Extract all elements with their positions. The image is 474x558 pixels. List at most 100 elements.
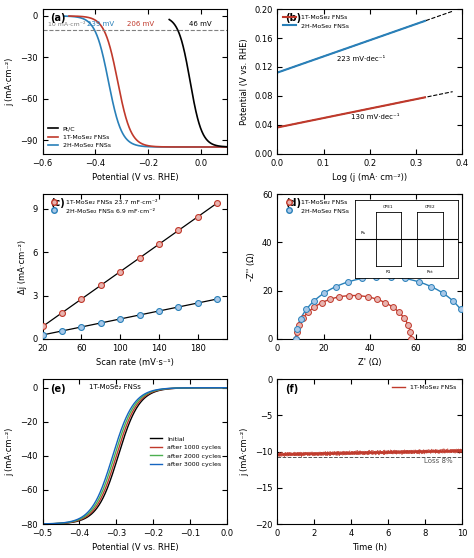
Initial <box>114 456 120 463</box>
Point <box>389 302 396 311</box>
Point <box>457 305 465 314</box>
Point <box>355 291 362 300</box>
after 1000 cycles <box>166 385 172 392</box>
Initial <box>183 384 189 391</box>
Legend: 1T-MoSe₂ FNSs: 1T-MoSe₂ FNSs <box>390 382 459 393</box>
Text: 206 mV: 206 mV <box>127 21 154 27</box>
after 3000 cycles <box>224 384 230 391</box>
Y-axis label: Potential (V vs. RHE): Potential (V vs. RHE) <box>239 38 248 125</box>
Point <box>293 328 301 336</box>
Point <box>292 334 300 343</box>
after 2000 cycles <box>59 520 64 527</box>
Point <box>155 239 163 248</box>
Point <box>467 334 474 343</box>
Legend: 1T-MoSe₂ FNSs 23.7 mF·cm⁻², 2H-MoSe₂ FNSs 6.9 mF·cm⁻²: 1T-MoSe₂ FNSs 23.7 mF·cm⁻², 2H-MoSe₂ FNS… <box>46 198 160 216</box>
after 2000 cycles <box>183 384 189 391</box>
Point <box>310 296 318 305</box>
Point <box>304 308 312 317</box>
Point <box>97 319 105 328</box>
Text: 130 mV·dec⁻¹: 130 mV·dec⁻¹ <box>351 114 400 120</box>
Initial <box>40 521 46 527</box>
Text: 1T-MoSe₂ FNSs: 1T-MoSe₂ FNSs <box>89 383 141 389</box>
Point <box>373 272 380 281</box>
Text: (a): (a) <box>50 13 65 23</box>
Point <box>292 334 300 343</box>
Initial <box>187 384 192 391</box>
Point <box>136 253 144 262</box>
Point <box>155 306 163 315</box>
Point <box>407 328 414 336</box>
Legend: Initial, after 1000 cycles, after 2000 cycles, after 3000 cycles: Initial, after 1000 cycles, after 2000 c… <box>147 434 224 469</box>
Point <box>299 314 307 323</box>
after 1000 cycles <box>40 521 46 527</box>
X-axis label: Potential (V vs. RHE): Potential (V vs. RHE) <box>91 174 178 182</box>
Legend: Pt/C, 1T-MoSe₂ FNSs, 2H-MoSe₂ FNSs: Pt/C, 1T-MoSe₂ FNSs, 2H-MoSe₂ FNSs <box>46 123 113 151</box>
Point <box>39 330 46 339</box>
Text: (c): (c) <box>50 199 65 209</box>
Text: 239 mV: 239 mV <box>87 21 114 27</box>
Point <box>320 288 328 297</box>
after 1000 cycles <box>114 450 120 456</box>
after 2000 cycles <box>166 385 172 392</box>
Text: 10 mA·cm⁻²: 10 mA·cm⁻² <box>48 22 85 27</box>
Text: Loss 8%: Loss 8% <box>424 458 453 464</box>
Point <box>466 324 474 333</box>
Y-axis label: j (mA·cm⁻²): j (mA·cm⁻²) <box>6 427 15 476</box>
after 1000 cycles <box>59 520 64 527</box>
Point <box>428 282 435 291</box>
Text: (d): (d) <box>285 199 301 209</box>
X-axis label: Time (h): Time (h) <box>352 543 387 552</box>
Y-axis label: -Z'' (Ω): -Z'' (Ω) <box>247 252 256 281</box>
after 1000 cycles <box>187 384 192 391</box>
Point <box>449 296 456 305</box>
Y-axis label: j (mA·cm⁻²): j (mA·cm⁻²) <box>6 57 15 105</box>
Point <box>345 291 353 300</box>
Point <box>175 226 182 235</box>
Point <box>213 199 221 208</box>
Point <box>97 281 105 290</box>
Y-axis label: Δj (mA·cm⁻²): Δj (mA·cm⁻²) <box>18 239 27 294</box>
Point <box>387 272 394 281</box>
Point <box>117 315 124 324</box>
Initial <box>166 386 172 392</box>
Point <box>136 310 144 319</box>
Point <box>332 282 339 291</box>
Line: after 2000 cycles: after 2000 cycles <box>43 388 227 524</box>
after 3000 cycles <box>183 384 189 391</box>
Point <box>295 320 303 329</box>
after 1000 cycles <box>183 384 189 391</box>
after 2000 cycles <box>114 444 120 451</box>
after 3000 cycles <box>114 438 120 445</box>
after 3000 cycles <box>121 420 127 426</box>
Point <box>293 324 301 333</box>
Point <box>373 295 381 304</box>
Text: 223 mV·dec⁻¹: 223 mV·dec⁻¹ <box>337 56 386 62</box>
Point <box>345 277 352 286</box>
Text: 46 mV: 46 mV <box>190 21 212 27</box>
Legend: 1T-MoSe₂ FNSs, 2H-MoSe₂ FNSs: 1T-MoSe₂ FNSs, 2H-MoSe₂ FNSs <box>281 198 351 216</box>
Point <box>407 334 415 343</box>
Point <box>310 302 318 311</box>
Line: after 3000 cycles: after 3000 cycles <box>43 388 227 524</box>
X-axis label: Scan rate (mV·s⁻¹): Scan rate (mV·s⁻¹) <box>96 358 174 367</box>
Point <box>395 308 403 317</box>
Point <box>358 274 366 283</box>
Legend: 1T-MoSe₂ FNSs, 2H-MoSe₂ FNSs: 1T-MoSe₂ FNSs, 2H-MoSe₂ FNSs <box>281 12 351 31</box>
Point <box>78 295 85 304</box>
Point <box>404 320 412 329</box>
X-axis label: Z' (Ω): Z' (Ω) <box>358 358 382 367</box>
Line: Initial: Initial <box>43 388 227 524</box>
after 1000 cycles <box>121 429 127 436</box>
Point <box>381 298 389 307</box>
after 3000 cycles <box>59 519 64 526</box>
Point <box>175 302 182 311</box>
Point <box>117 267 124 276</box>
Point <box>58 309 66 318</box>
Point <box>463 314 470 323</box>
after 1000 cycles <box>224 384 230 391</box>
Text: (f): (f) <box>285 383 298 393</box>
X-axis label: Log (j (mA· cm⁻²)): Log (j (mA· cm⁻²)) <box>332 174 407 182</box>
Point <box>439 288 447 297</box>
Point <box>78 323 85 331</box>
after 2000 cycles <box>187 384 192 391</box>
